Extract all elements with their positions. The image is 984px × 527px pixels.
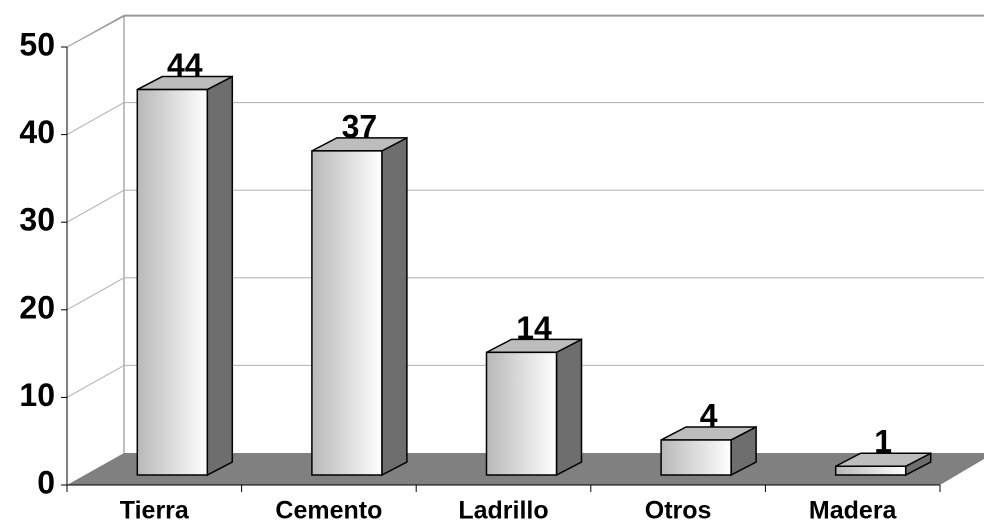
grid-line — [66, 14, 125, 48]
grid-line — [66, 189, 125, 223]
value-label: 1 — [874, 424, 892, 460]
y-tick-label: 10 — [19, 377, 55, 413]
grid-line — [66, 102, 125, 136]
bar — [136, 88, 209, 476]
y-tick-label: 40 — [19, 114, 55, 150]
x-tick-label: Madera — [809, 497, 898, 525]
y-tick-label: 50 — [19, 26, 55, 62]
value-label: 44 — [167, 47, 203, 83]
value-label: 14 — [516, 310, 552, 346]
grid-line — [66, 277, 125, 311]
bar-side — [555, 338, 583, 477]
x-tick-label: Ladrillo — [458, 497, 548, 525]
y-tick-label: 20 — [19, 289, 55, 325]
bar — [311, 150, 383, 476]
bar — [660, 439, 732, 476]
x-tick-label: Otros — [645, 497, 712, 525]
bar-side — [381, 136, 408, 477]
grid-line — [66, 364, 125, 398]
bar-side — [206, 75, 234, 477]
bar — [834, 465, 907, 476]
x-tick-label: Tierra — [120, 497, 190, 525]
y-tick-label: 0 — [37, 464, 55, 500]
bar — [485, 351, 558, 476]
x-tick-label: Cemento — [275, 497, 382, 525]
y-tick-label: 30 — [19, 202, 55, 238]
value-label: 4 — [700, 397, 718, 433]
value-label: 37 — [342, 108, 378, 144]
